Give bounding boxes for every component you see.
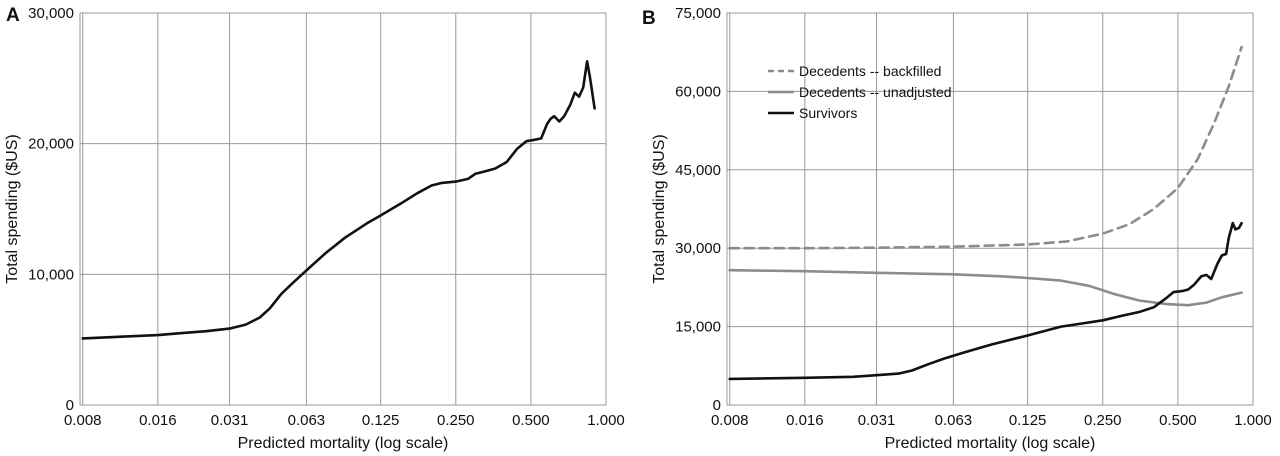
legend: Decedents -- backfilled Decedents -- unad…: [768, 63, 952, 121]
x-tick-label: 0.063: [288, 412, 326, 429]
y-tick-label: 15,000: [675, 319, 721, 336]
legend-label: Decedents -- backfilled: [799, 63, 941, 79]
x-tick-label: 0.031: [211, 412, 249, 429]
panel-b: B 0.008 0.016 0.031 0.063 0.125 0.250 0.500 1.00…: [642, 5, 1272, 452]
series-line-decedents-unadjusted: [728, 268, 1243, 307]
series-line-decedents-backfilled: [728, 45, 1243, 250]
x-tick-label: 0.063: [935, 412, 973, 429]
x-tick-label: 0.500: [1159, 412, 1197, 429]
y-tick-label: 45,000: [675, 162, 721, 179]
legend-label: Decedents -- unadjusted: [799, 84, 952, 100]
x-tick-label: 0.016: [786, 412, 824, 429]
y-tick-label: 20,000: [28, 136, 74, 153]
panel-a: A 0.008 0.016 0.031 0.063 0.125 0.250 0.500 1.00…: [4, 5, 625, 452]
x-axis-title: Predicted mortality (log scale): [885, 435, 1096, 452]
x-tick-label: 0.250: [437, 412, 475, 429]
x-tick-label: 1.000: [1234, 412, 1272, 429]
x-tick-label: 0.125: [1009, 412, 1047, 429]
y-tick-label: 30,000: [675, 240, 721, 257]
y-axis-title: Total spending ($US): [651, 134, 668, 283]
y-tick-label: 0: [713, 397, 721, 414]
panel-label: B: [642, 8, 656, 29]
y-axis-title: Total spending ($US): [4, 134, 21, 283]
y-tick-label: 60,000: [675, 83, 721, 100]
y-tick-label: 10,000: [28, 266, 74, 283]
x-tick-label: 0.125: [362, 412, 400, 429]
x-tick-label: 0.500: [512, 412, 550, 429]
x-tick-label: 0.250: [1084, 412, 1122, 429]
y-tick-label: 30,000: [28, 5, 74, 22]
x-tick-label: 1.000: [587, 412, 625, 429]
panel-label: A: [6, 5, 20, 26]
x-tick-label: 0.016: [139, 412, 177, 429]
y-tick-label: 0: [66, 397, 74, 414]
x-tick-label: 0.031: [858, 412, 896, 429]
x-tick-label: 0.008: [64, 412, 102, 429]
plot-frame: [79, 12, 607, 406]
x-tick-label: 0.008: [711, 412, 749, 429]
y-tick-label: 75,000: [675, 5, 721, 22]
series-line-spending: [81, 60, 596, 340]
x-axis-title: Predicted mortality (log scale): [238, 435, 449, 452]
series-line-survivors: [728, 221, 1243, 381]
legend-label: Survivors: [799, 105, 857, 121]
